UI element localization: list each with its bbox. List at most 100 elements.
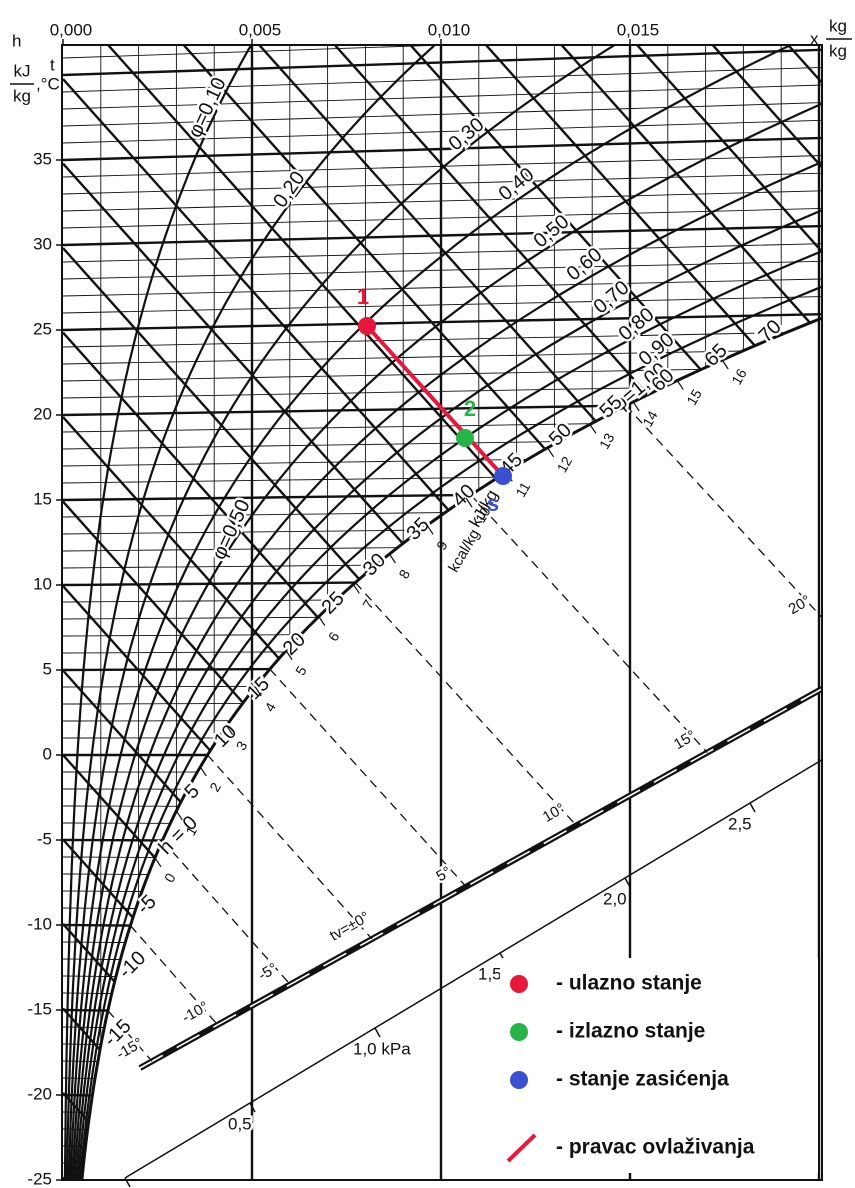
enthalpy-line <box>62 1092 90 1123</box>
isotherm <box>62 387 663 399</box>
isotherm <box>62 404 626 417</box>
enthalpy-line <box>62 669 182 803</box>
enthalpy-line <box>257 45 597 423</box>
pressure-label: 0,5 <box>228 1114 252 1133</box>
enthalpy-line <box>62 838 134 919</box>
state-point <box>358 317 376 335</box>
enthalpy-line <box>559 45 811 324</box>
isotherm <box>62 48 822 77</box>
kcal-tick <box>676 380 684 390</box>
enthalpy-line <box>62 416 280 660</box>
pressure-label: 2,0 <box>603 889 627 908</box>
kcal-tick <box>318 616 326 626</box>
kcal-label: 15 <box>683 386 705 408</box>
legend: - ulazno stanje - izlazno stanje - stanje … <box>506 972 755 1163</box>
enthalpy-line <box>62 78 450 511</box>
isotherm <box>62 441 559 450</box>
kcal-tick <box>547 447 555 458</box>
wet-bulb-line <box>470 494 708 754</box>
y-tick-label: 35 <box>33 149 52 168</box>
frame <box>61 44 823 1181</box>
legend-box <box>500 958 818 1173</box>
x-label: x <box>810 29 819 48</box>
legend-label: - pravac ovlaživanja <box>556 1136 755 1159</box>
pressure-tick <box>249 1102 256 1113</box>
legend-label: - izlazno stanje <box>556 1020 705 1043</box>
isotherm <box>62 296 822 314</box>
y-tick-label: 20 <box>33 404 52 423</box>
pressure-tick <box>624 877 631 888</box>
kcal-label: 10 <box>472 504 494 526</box>
kcal-tick <box>226 725 234 736</box>
wet-bulb-line <box>129 925 219 1026</box>
kcal-tick <box>352 583 360 594</box>
isotherm <box>62 119 822 144</box>
isotherm <box>62 260 822 280</box>
x-tick-label: 0,010 <box>428 20 471 39</box>
enthalpy-line <box>711 45 822 170</box>
enthalpy-line <box>62 247 361 580</box>
phi-curve <box>69 45 794 1180</box>
kcal-label: 16 <box>728 366 750 388</box>
y-tick-label: 25 <box>33 319 52 338</box>
kcal-label: 12 <box>554 453 576 475</box>
phi-curve <box>63 45 253 1180</box>
x-unit-num: kg <box>829 16 847 35</box>
x-unit-den: kg <box>829 41 847 60</box>
kcal-tick <box>465 497 473 508</box>
legend-label: - ulazno stanje <box>556 972 702 995</box>
isotherm <box>62 458 528 467</box>
isotherm <box>62 243 822 263</box>
x-tick-label: 0,000 <box>50 20 93 39</box>
state-label: s <box>487 491 499 516</box>
kcal-tick <box>254 686 262 697</box>
t-unit: ,°C <box>36 74 60 93</box>
phi-curve <box>73 160 822 1180</box>
legend-marker <box>510 975 528 993</box>
enthalpy-line <box>62 162 404 545</box>
pressure-tick <box>749 802 756 813</box>
y-tick-label: -25 <box>27 1169 52 1188</box>
enthalpy-line <box>62 585 212 752</box>
y-tick-label: -10 <box>27 914 52 933</box>
kcal-label: 14 <box>639 408 661 430</box>
kcal-tick <box>589 424 597 434</box>
isotherm <box>62 136 822 162</box>
kcal-tick <box>388 553 396 564</box>
y-tick-label: 30 <box>33 234 52 253</box>
phi-curve <box>67 45 617 1180</box>
phi-curve <box>78 285 822 1180</box>
kcal-tick <box>175 810 183 821</box>
h-unit-den: kg <box>13 86 31 105</box>
isotherm <box>62 278 822 297</box>
legend-marker <box>510 1023 528 1041</box>
phi-curve <box>71 102 822 1180</box>
enthalpy-line <box>484 45 756 347</box>
isotherm <box>62 476 499 484</box>
y-tick-label: 5 <box>43 659 52 678</box>
isotherm <box>62 172 822 195</box>
enthalpy-line <box>62 500 244 704</box>
y-tick-label: 10 <box>33 574 52 593</box>
x-tick-label: 0,005 <box>239 20 282 39</box>
y-tick-label: 15 <box>33 489 52 508</box>
isotherm <box>62 368 702 382</box>
y-tick-label: -5 <box>37 829 52 848</box>
enthalpy-line <box>182 45 547 450</box>
wet-bulb-line <box>161 839 291 985</box>
kcal-tick <box>426 524 434 535</box>
enthalpy-line <box>62 923 116 983</box>
state-label: 2 <box>464 396 476 421</box>
state-point <box>456 429 474 447</box>
wet-bulb-line <box>354 582 577 826</box>
phi-curve <box>76 249 822 1180</box>
phi-curve <box>75 208 822 1180</box>
pressure-tick <box>374 1027 381 1038</box>
enthalpy-line <box>408 45 702 371</box>
legend-label: - stanje zasićenja <box>556 1068 729 1091</box>
kcal-tick <box>285 650 293 660</box>
pressure-scale <box>124 759 822 1179</box>
wet-bulb-line <box>269 668 467 888</box>
kcal-label: 11 <box>512 479 533 500</box>
